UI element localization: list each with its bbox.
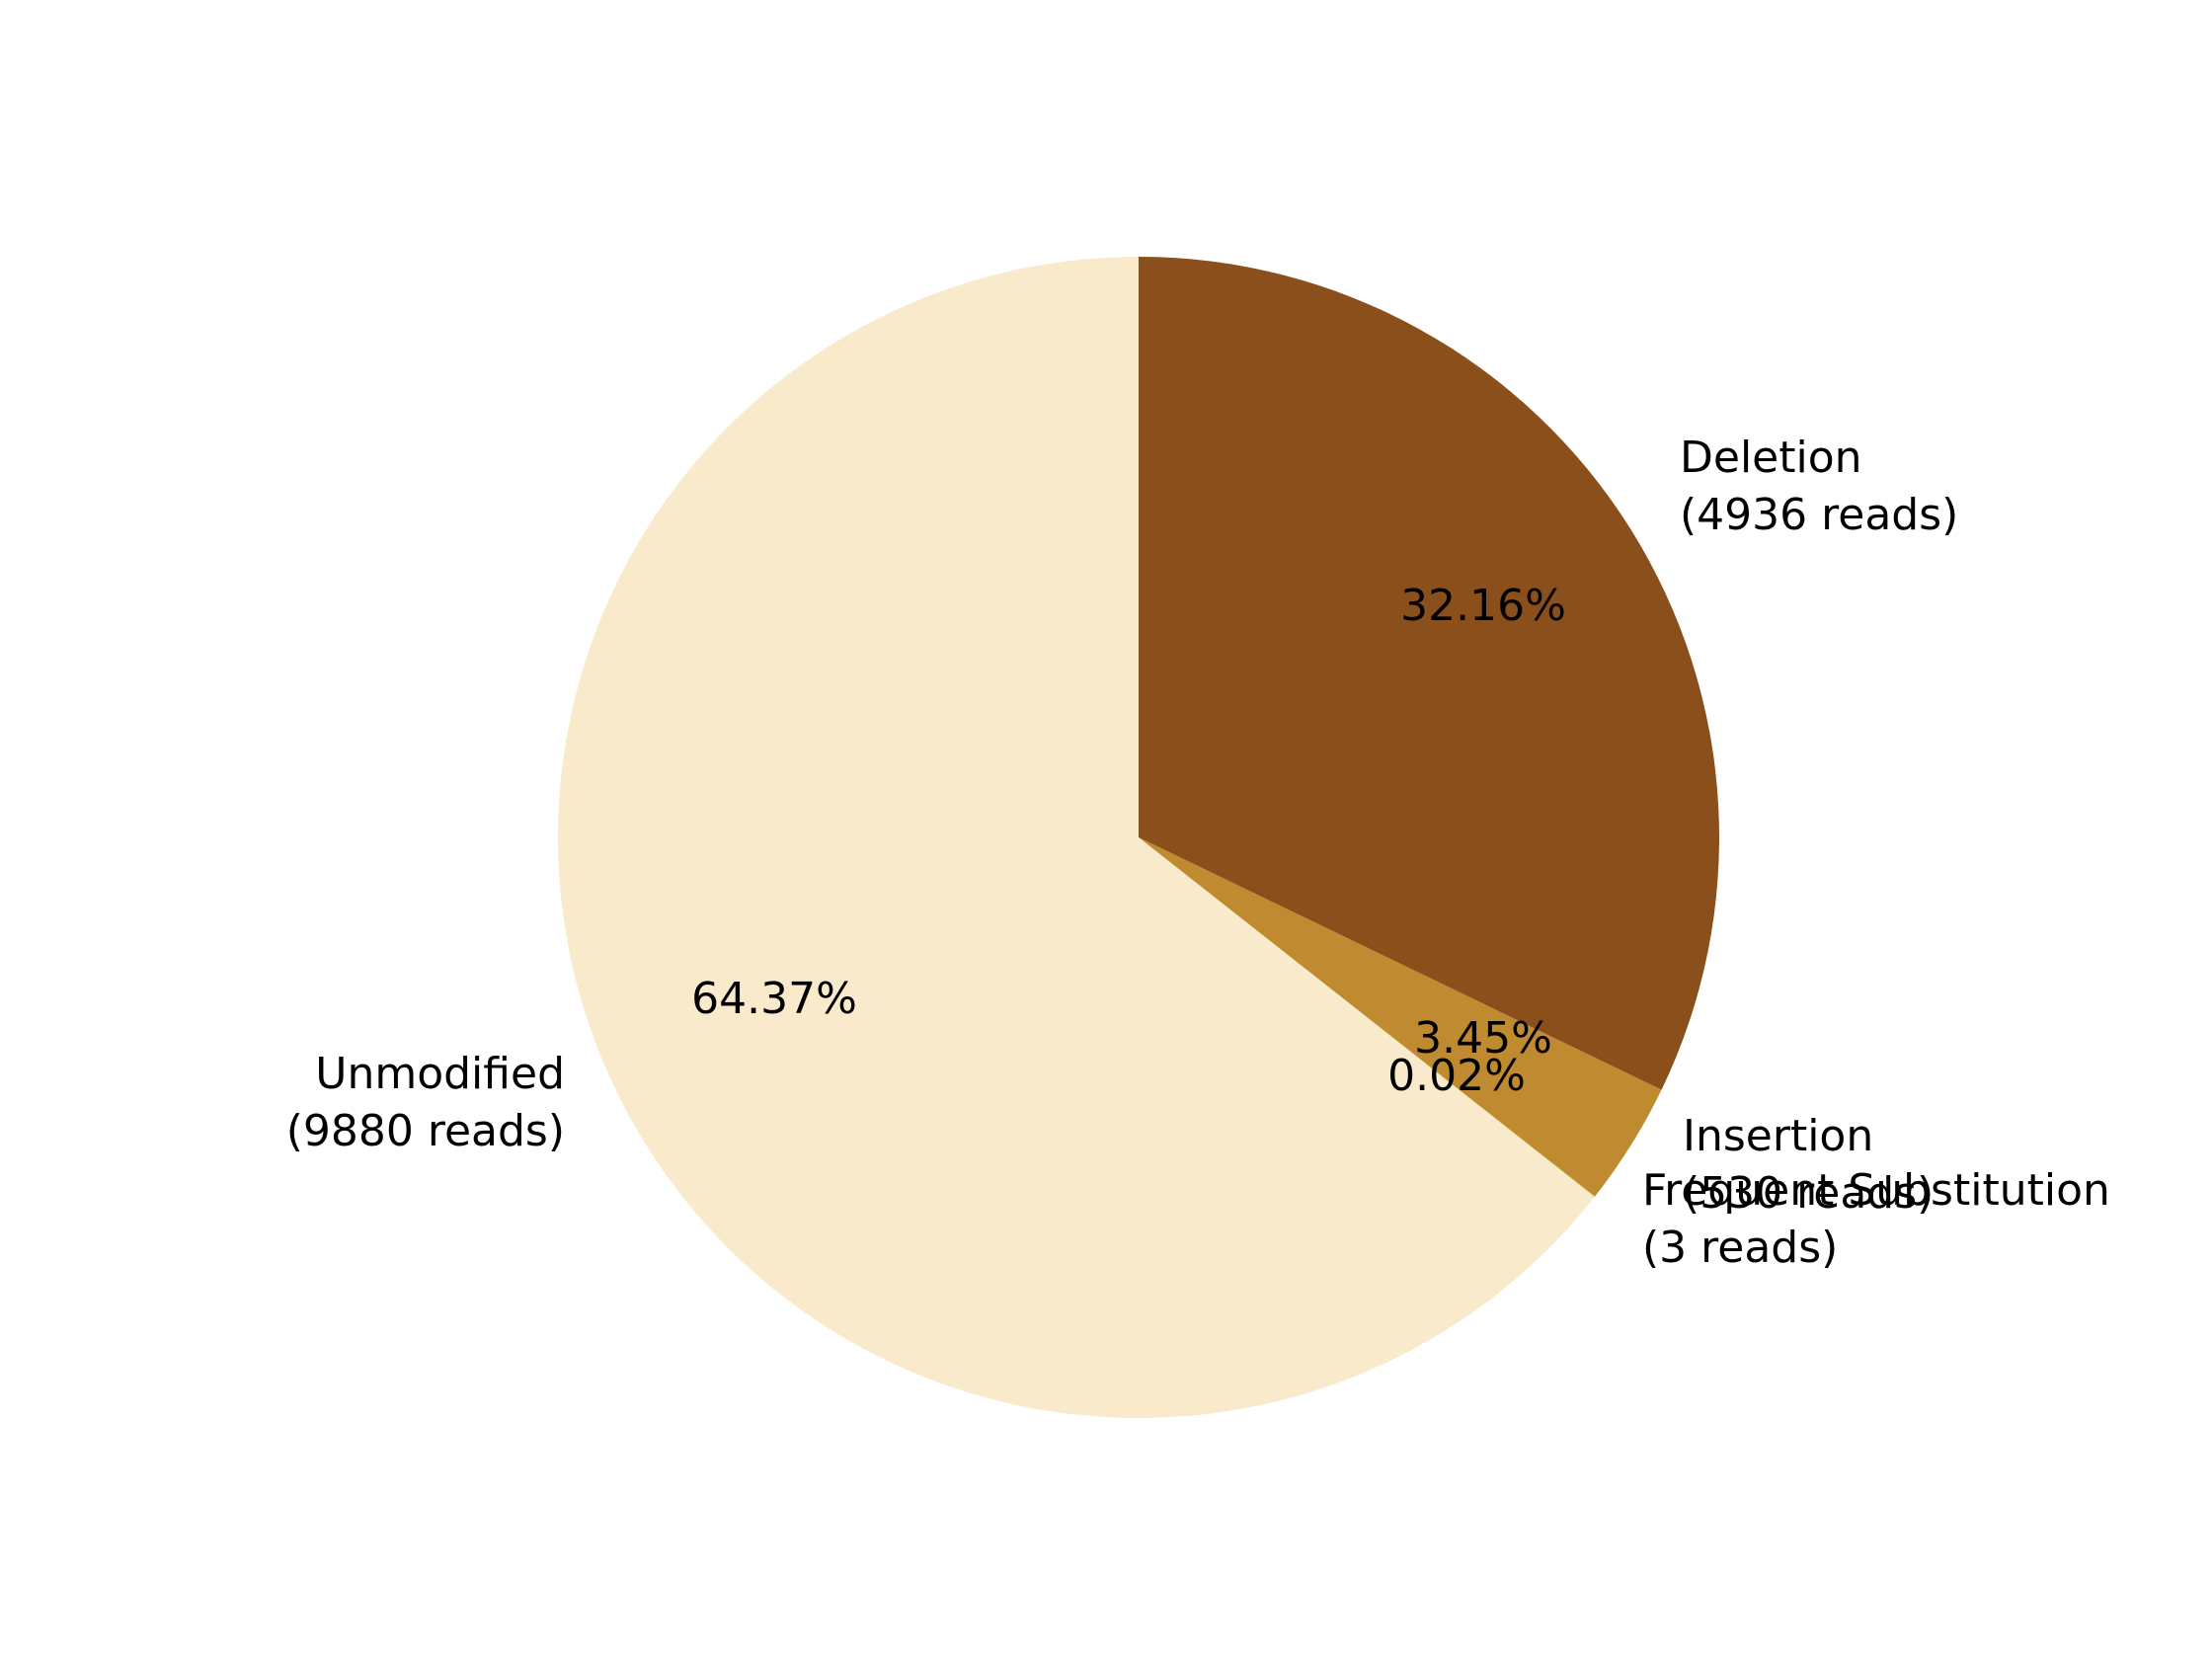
slice-label-insertion: Insertion (530 reads) [1683,1111,1934,1219]
pie-labels: 32.16% Deletion (4936 reads) 3.45% Insertion… [286,433,2110,1273]
percent-label-insertion: 3.45% [1414,1013,1552,1064]
slice-label-frequent-substitution: Frequent Substitution (3 reads) [1642,1165,2110,1273]
percent-label-unmodified: 64.37% [691,974,857,1024]
slice-label-deletion: Deletion (4936 reads) [1680,433,1958,540]
slice-label-unmodified: Unmodified (9880 reads) [286,1049,565,1156]
percent-label-deletion: 32.16% [1400,581,1566,631]
pie-slice-frequent-substitution [1139,837,1596,1198]
pie-slice-insertion [1139,837,1662,1197]
pie-slices [557,257,1719,1418]
percent-label-frequent-substitution: 0.02% [1387,1051,1526,1101]
pie-slice-unmodified [557,257,1595,1418]
pie-slice-deletion [1139,257,1719,1090]
